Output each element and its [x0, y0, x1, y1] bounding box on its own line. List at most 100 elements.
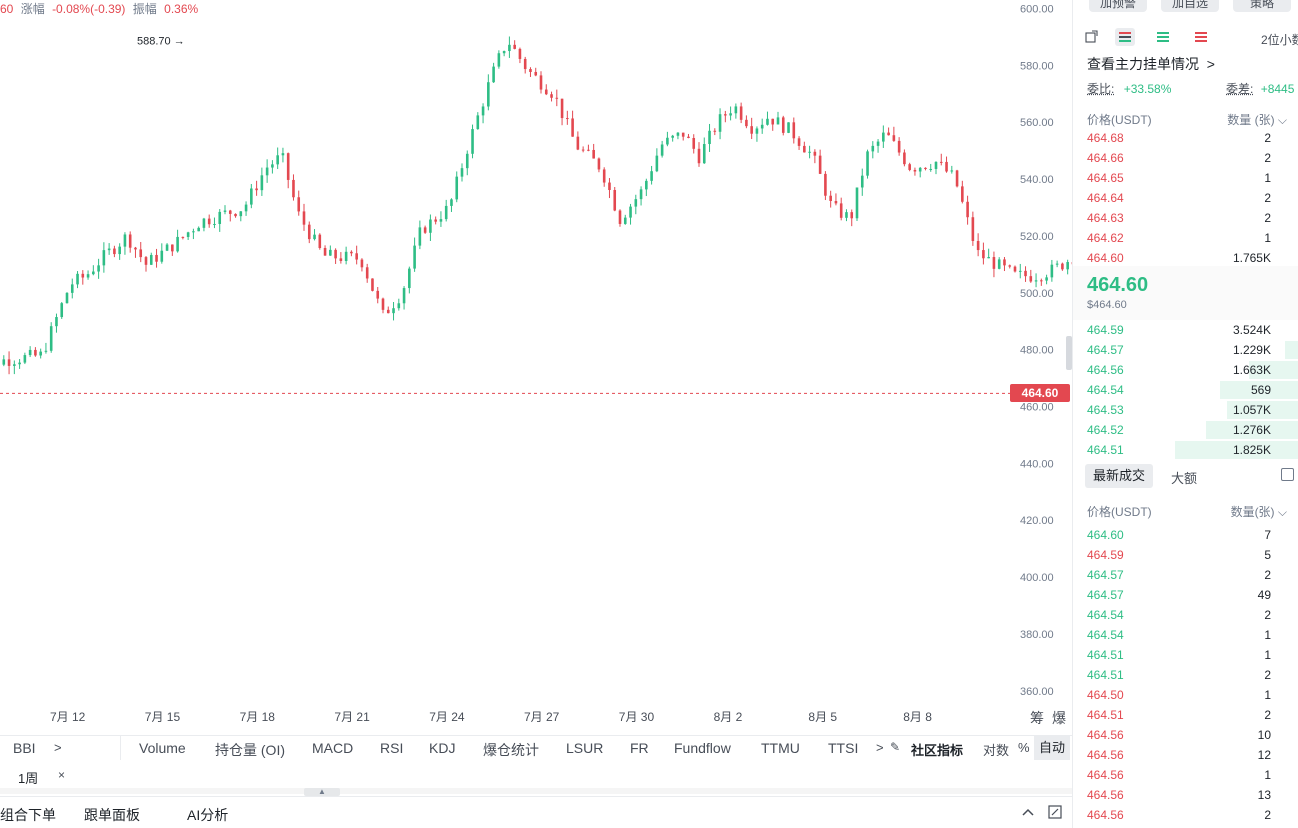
candle-body — [739, 106, 743, 120]
book-bids-icon[interactable] — [1153, 28, 1173, 46]
trade-row[interactable]: 464.54 1 — [1073, 625, 1298, 645]
ask-row[interactable]: 464.68 2 — [1073, 128, 1298, 148]
chevron-up-icon[interactable] — [1022, 808, 1034, 816]
candle-body — [1050, 264, 1054, 278]
trade-row[interactable]: 464.57 2 — [1073, 565, 1298, 585]
community-indicators[interactable]: 社区指标 — [911, 743, 964, 758]
candle-body — [65, 292, 69, 304]
trade-row[interactable]: 464.50 1 — [1073, 685, 1298, 705]
trade-row[interactable]: 464.56 12 — [1073, 745, 1298, 765]
bid-row[interactable]: 464.53 1.057K — [1073, 400, 1298, 420]
indicator-lsur[interactable]: LSUR — [566, 740, 604, 756]
candle-body — [929, 168, 933, 170]
candle-body — [708, 130, 711, 145]
log-scale-toggle[interactable]: 对数 — [983, 743, 1010, 758]
indicator-bbi[interactable]: BBI — [13, 740, 36, 756]
book-both-icon[interactable] — [1115, 28, 1135, 46]
book-asks-icon[interactable] — [1191, 28, 1211, 46]
book-qty-header[interactable]: 数量 (张) ⌵ — [1227, 113, 1287, 127]
collapse-handle[interactable] — [1066, 336, 1072, 370]
indicator-kdj[interactable]: KDJ — [429, 740, 456, 756]
indicator-fundflow[interactable]: Fundflow — [674, 740, 731, 756]
auto-scale-button[interactable]: 自动 — [1034, 736, 1070, 760]
trade-row[interactable]: 464.60 7 — [1073, 525, 1298, 545]
trade-qty-header[interactable]: 数量(张) ⌵ — [1230, 505, 1287, 519]
tab-latest-trades[interactable]: 最新成交 — [1085, 464, 1154, 488]
trade-row[interactable]: 464.54 2 — [1073, 605, 1298, 625]
row-price: 464.57 — [1087, 343, 1124, 357]
period-tag[interactable]: 1周 — [18, 771, 39, 786]
add-alert-button[interactable]: 加预警 — [1089, 0, 1147, 12]
add-favorite-button[interactable]: 加自选 — [1161, 0, 1219, 12]
trade-row[interactable]: 464.56 13 — [1073, 785, 1298, 805]
trade-row[interactable]: 464.51 2 — [1073, 705, 1298, 725]
candle-body — [650, 171, 653, 181]
bid-row[interactable]: 464.56 1.663K — [1073, 360, 1298, 380]
trade-row[interactable]: 464.51 2 — [1073, 665, 1298, 685]
candle-body — [128, 234, 132, 248]
indicator-macd[interactable]: MACD — [312, 740, 354, 756]
main-orders-link[interactable]: 查看主力挂单情况 > — [1087, 54, 1215, 74]
ask-row[interactable]: 464.63 2 — [1073, 208, 1298, 228]
indicator-rsi[interactable]: RSI — [380, 740, 404, 756]
tab-copy-panel[interactable]: 跟单面板 — [84, 807, 140, 823]
bid-row[interactable]: 464.59 3.524K — [1073, 320, 1298, 340]
close-icon[interactable]: × — [58, 768, 66, 782]
chevron-right-icon[interactable]: > — [54, 740, 62, 755]
trade-row[interactable]: 464.56 10 — [1073, 725, 1298, 745]
indicator-fr[interactable]: FR — [630, 740, 649, 756]
trade-row[interactable]: 464.59 5 — [1073, 545, 1298, 565]
row-price: 464.56 — [1087, 768, 1124, 782]
indicator-ttmu[interactable]: TTMU — [761, 740, 800, 756]
resize-handle[interactable]: ▲ — [304, 788, 340, 796]
candle-body — [581, 149, 585, 151]
expand-icon[interactable] — [1048, 805, 1062, 819]
candle-body — [1013, 266, 1017, 272]
candle-body — [508, 44, 511, 52]
large-trades-checkbox[interactable] — [1281, 468, 1294, 481]
chevron-right-icon[interactable]: > — [876, 740, 884, 755]
chip-distribution-button[interactable]: 筹 — [1030, 710, 1044, 726]
liquidation-button[interactable]: 爆 — [1052, 710, 1066, 726]
ask-row[interactable]: 464.64 2 — [1073, 188, 1298, 208]
tab-combo-order[interactable]: 组合下单 — [0, 807, 56, 823]
trade-row[interactable]: 464.56 1 — [1073, 765, 1298, 785]
depth-bar — [1285, 341, 1298, 359]
bid-row[interactable]: 464.52 1.276K — [1073, 420, 1298, 440]
indicator-ttsi[interactable]: TTSI — [828, 740, 859, 756]
trade-row[interactable]: 464.51 1 — [1073, 645, 1298, 665]
row-price: 464.64 — [1087, 191, 1124, 205]
row-price: 464.52 — [1087, 423, 1124, 437]
candle-body — [197, 227, 200, 232]
decimal-select[interactable]: 2位小数 — [1261, 33, 1298, 47]
trade-price-header: 价格(USDT) — [1087, 505, 1152, 519]
indicator-volume[interactable]: Volume — [139, 740, 186, 756]
order-book-panel: 加预警 加自选 策略 2位小数 查看主力挂单情况 > 委比: +33.58% 委… — [1072, 0, 1298, 828]
candle-body — [745, 119, 748, 127]
ask-row[interactable]: 464.66 2 — [1073, 148, 1298, 168]
percent-scale-toggle[interactable]: % — [1018, 740, 1030, 755]
indicator-oi[interactable]: 持仓量 (OI) — [215, 742, 285, 758]
bid-row[interactable]: 464.54 569 — [1073, 380, 1298, 400]
bid-row[interactable]: 464.51 1.825K — [1073, 440, 1298, 460]
ask-row[interactable]: 464.60 1.765K — [1073, 248, 1298, 268]
y-tick-label: 580.00 — [1020, 60, 1054, 72]
trade-row[interactable]: 464.57 49 — [1073, 585, 1298, 605]
candlestick-chart[interactable]: 600.00 580.00 560.00 540.00 520.00 500.00 480.… — [0, 0, 1072, 735]
strategy-button[interactable]: 策略 — [1233, 0, 1291, 12]
chart-area[interactable]: 600.00 580.00 560.00 540.00 520.00 500.00 480.… — [0, 0, 1072, 735]
candle-body — [571, 118, 574, 137]
ask-row[interactable]: 464.65 1 — [1073, 168, 1298, 188]
candle-body — [903, 152, 906, 165]
popout-icon[interactable] — [1081, 28, 1101, 46]
indicator-liquidation[interactable]: 爆仓统计 — [483, 742, 539, 758]
edit-icon[interactable]: ✎ — [890, 740, 901, 754]
tab-large-trades[interactable]: 大额 — [1171, 471, 1198, 486]
ask-row[interactable]: 464.62 1 — [1073, 228, 1298, 248]
x-tick-label: 7月 21 — [334, 710, 370, 724]
main-orders-label: 查看主力挂单情况 — [1087, 56, 1199, 72]
trade-row[interactable]: 464.56 2 — [1073, 805, 1298, 825]
tab-ai-analysis[interactable]: AI分析 — [187, 807, 229, 823]
bid-row[interactable]: 464.57 1.229K — [1073, 340, 1298, 360]
candle-body — [302, 211, 306, 225]
